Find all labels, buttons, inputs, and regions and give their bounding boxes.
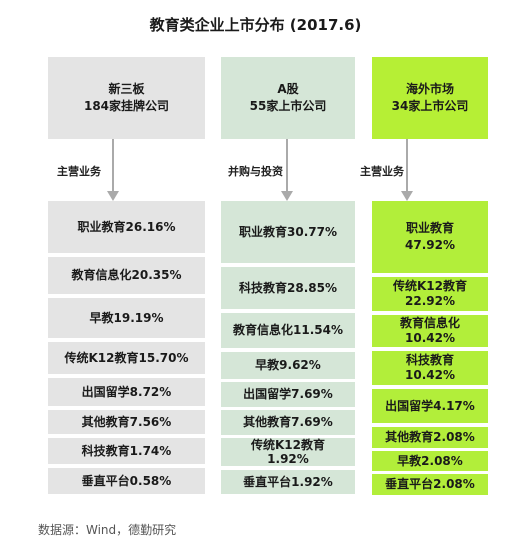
- header-count: 34家上市公司: [391, 99, 469, 113]
- category-box: 其他教育2.08%: [372, 427, 488, 448]
- column-label-main-business: 主营业务: [57, 165, 101, 178]
- category-box: 职业教育 47.92%: [372, 201, 488, 273]
- category-box: 传统K12教育 22.92%: [372, 277, 488, 311]
- category-box: 教育信息化 10.42%: [372, 315, 488, 347]
- source-footnote: 数据源：Wind，德勤研究: [38, 523, 177, 537]
- down-arrow-icon: [401, 139, 413, 201]
- category-box: 早教2.08%: [372, 451, 488, 471]
- category-box: 垂直平台0.58%: [48, 468, 205, 494]
- column-label-m-and-a: 并购与投资: [228, 165, 283, 178]
- header-count: 184家挂牌公司: [83, 99, 170, 113]
- column-header-overseas: 海外市场 34家上市公司: [372, 57, 488, 139]
- category-box: 传统K12教育15.70%: [48, 342, 205, 374]
- category-box: 教育信息化11.54%: [221, 313, 355, 348]
- column-header-neeq: 新三板 184家挂牌公司: [48, 57, 205, 139]
- category-box: 其他教育7.69%: [221, 410, 355, 435]
- category-box: 垂直平台1.92%: [221, 470, 355, 494]
- column-header-a-share: A股 55家上市公司: [221, 57, 355, 139]
- header-title: 新三板: [108, 82, 145, 96]
- category-box: 科技教育28.85%: [221, 267, 355, 309]
- category-box: 垂直平台2.08%: [372, 474, 488, 495]
- header-title: A股: [277, 82, 299, 96]
- category-box: 职业教育30.77%: [221, 201, 355, 263]
- header-count: 55家上市公司: [249, 99, 327, 113]
- down-arrow-icon: [281, 139, 293, 201]
- column-label-main-business: 主营业务: [360, 165, 404, 178]
- category-box: 出国留学4.17%: [372, 389, 488, 423]
- category-box: 科技教育1.74%: [48, 438, 205, 464]
- category-box: 科技教育 10.42%: [372, 351, 488, 385]
- category-box: 传统K12教育 1.92%: [221, 438, 355, 466]
- category-box: 早教19.19%: [48, 298, 205, 338]
- category-box: 早教9.62%: [221, 352, 355, 379]
- down-arrow-icon: [107, 139, 119, 201]
- category-box: 出国留学7.69%: [221, 382, 355, 407]
- category-box: 出国留学8.72%: [48, 378, 205, 406]
- header-title: 海外市场: [405, 82, 454, 96]
- category-box: 其他教育7.56%: [48, 410, 205, 434]
- diagram-title: 教育类企业上市分布 (2017.6): [149, 16, 362, 34]
- category-box: 职业教育26.16%: [48, 201, 205, 253]
- category-box: 教育信息化20.35%: [48, 257, 205, 294]
